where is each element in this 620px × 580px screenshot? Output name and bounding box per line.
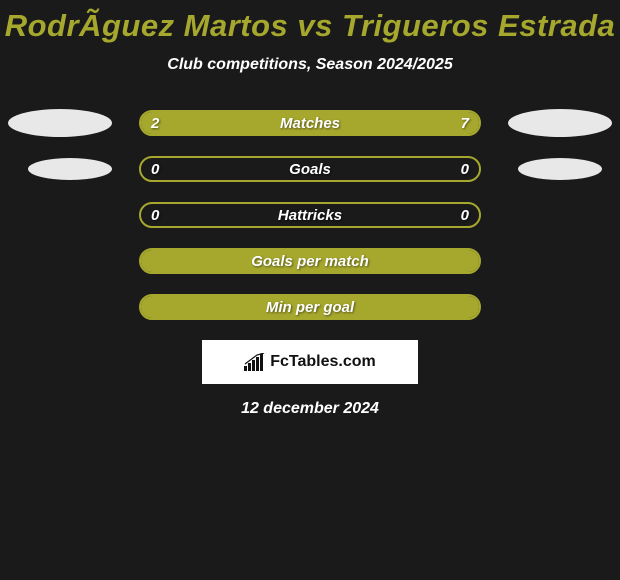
stat-label: Matches — [280, 115, 340, 132]
player-marker-left — [28, 158, 112, 180]
stat-value-right: 0 — [461, 161, 469, 178]
stat-bar: 0 0 Goals — [139, 156, 481, 182]
logo-box[interactable]: FcTables.com — [202, 340, 418, 384]
player-marker-left — [8, 109, 112, 137]
stats-rows: 2 7 Matches 0 0 Goals 0 0 Hattricks Goals per mat… — [0, 110, 620, 320]
stat-value-right: 7 — [461, 115, 469, 132]
stat-label: Goals per match — [251, 253, 369, 270]
stat-row: Goals per match — [0, 248, 620, 274]
bar-fill-right — [215, 112, 479, 134]
stat-row: Min per goal — [0, 294, 620, 320]
stat-label: Hattricks — [278, 207, 342, 224]
player-marker-right — [518, 158, 602, 180]
stat-row: 2 7 Matches — [0, 110, 620, 136]
stat-label: Goals — [289, 161, 331, 178]
stat-bar: Min per goal — [139, 294, 481, 320]
barchart-icon — [244, 353, 266, 371]
stat-value-left: 2 — [151, 115, 159, 132]
logo-text: FcTables.com — [244, 353, 376, 371]
stat-bar: 2 7 Matches — [139, 110, 481, 136]
page-title: RodrÃ­guez Martos vs Trigueros Estrada — [0, 8, 620, 44]
stat-value-right: 0 — [461, 207, 469, 224]
logo-label: FcTables.com — [270, 353, 376, 371]
stat-row: 0 0 Hattricks — [0, 202, 620, 228]
date-label: 12 december 2024 — [0, 400, 620, 418]
stat-bar: Goals per match — [139, 248, 481, 274]
player-marker-right — [508, 109, 612, 137]
page-subtitle: Club competitions, Season 2024/2025 — [0, 56, 620, 74]
stat-label: Min per goal — [266, 299, 354, 316]
stat-row: 0 0 Goals — [0, 156, 620, 182]
stat-value-left: 0 — [151, 161, 159, 178]
stat-bar: 0 0 Hattricks — [139, 202, 481, 228]
comparison-widget: RodrÃ­guez Martos vs Trigueros Estrada C… — [0, 0, 620, 418]
stat-value-left: 0 — [151, 207, 159, 224]
